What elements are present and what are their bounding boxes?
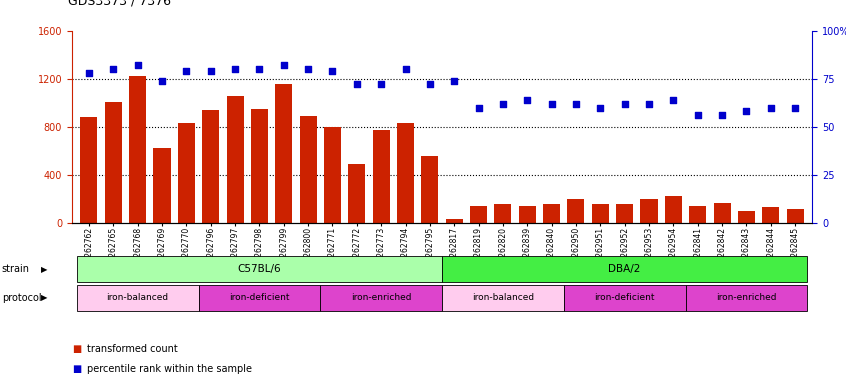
Point <box>569 101 583 107</box>
Point <box>716 112 729 118</box>
Bar <box>129 76 146 223</box>
Bar <box>568 199 585 223</box>
Point <box>739 108 753 114</box>
Bar <box>543 204 560 223</box>
Point <box>277 62 290 68</box>
Point <box>179 68 193 74</box>
Point <box>594 104 607 111</box>
Point <box>253 66 266 72</box>
Text: GDS3373 / 7376: GDS3373 / 7376 <box>68 0 171 8</box>
Bar <box>640 199 657 223</box>
Point <box>204 68 217 74</box>
Point <box>667 97 680 103</box>
Text: C57BL/6: C57BL/6 <box>238 264 281 274</box>
Point <box>301 66 315 72</box>
Text: iron-balanced: iron-balanced <box>472 293 534 303</box>
Bar <box>470 206 487 223</box>
Bar <box>446 219 463 223</box>
Bar <box>397 123 414 223</box>
Bar <box>762 207 779 223</box>
Bar <box>349 164 365 223</box>
Text: iron-enriched: iron-enriched <box>717 293 777 303</box>
Bar <box>105 101 122 223</box>
Point <box>228 66 242 72</box>
Point <box>472 104 486 111</box>
Text: iron-deficient: iron-deficient <box>229 293 289 303</box>
Text: DBA/2: DBA/2 <box>608 264 641 274</box>
Bar <box>202 110 219 223</box>
Text: iron-enriched: iron-enriched <box>351 293 411 303</box>
Point <box>764 104 777 111</box>
Point <box>520 97 534 103</box>
Point <box>326 68 339 74</box>
Bar <box>787 209 804 223</box>
Bar <box>519 206 536 223</box>
Point <box>788 104 802 111</box>
Bar <box>178 123 195 223</box>
Point <box>82 70 96 76</box>
Point <box>545 101 558 107</box>
Point <box>107 66 120 72</box>
Point <box>691 112 705 118</box>
Text: percentile rank within the sample: percentile rank within the sample <box>87 364 252 374</box>
Bar <box>251 109 268 223</box>
Bar <box>153 148 171 223</box>
Point <box>423 81 437 88</box>
Bar <box>665 196 682 223</box>
Text: transformed count: transformed count <box>87 344 178 354</box>
Bar <box>616 204 633 223</box>
Text: strain: strain <box>2 264 30 274</box>
Point <box>131 62 145 68</box>
Bar <box>592 204 609 223</box>
Bar <box>713 203 731 223</box>
Point <box>618 101 631 107</box>
Bar <box>494 204 512 223</box>
Text: ▶: ▶ <box>41 265 47 274</box>
Bar <box>324 127 341 223</box>
Bar <box>275 84 292 223</box>
Point <box>398 66 412 72</box>
Bar <box>372 130 390 223</box>
Bar <box>227 96 244 223</box>
Point <box>375 81 388 88</box>
Text: iron-balanced: iron-balanced <box>107 293 168 303</box>
Bar <box>80 117 97 223</box>
Text: ■: ■ <box>72 344 81 354</box>
Point <box>448 78 461 84</box>
Bar <box>421 156 438 223</box>
Point <box>496 101 509 107</box>
Bar <box>689 206 706 223</box>
Point <box>642 101 656 107</box>
Bar <box>738 211 755 223</box>
Point <box>155 78 168 84</box>
Point <box>350 81 364 88</box>
Text: iron-deficient: iron-deficient <box>595 293 655 303</box>
Text: protocol: protocol <box>2 293 41 303</box>
Text: ■: ■ <box>72 364 81 374</box>
Text: ▶: ▶ <box>41 293 47 303</box>
Bar <box>299 116 316 223</box>
